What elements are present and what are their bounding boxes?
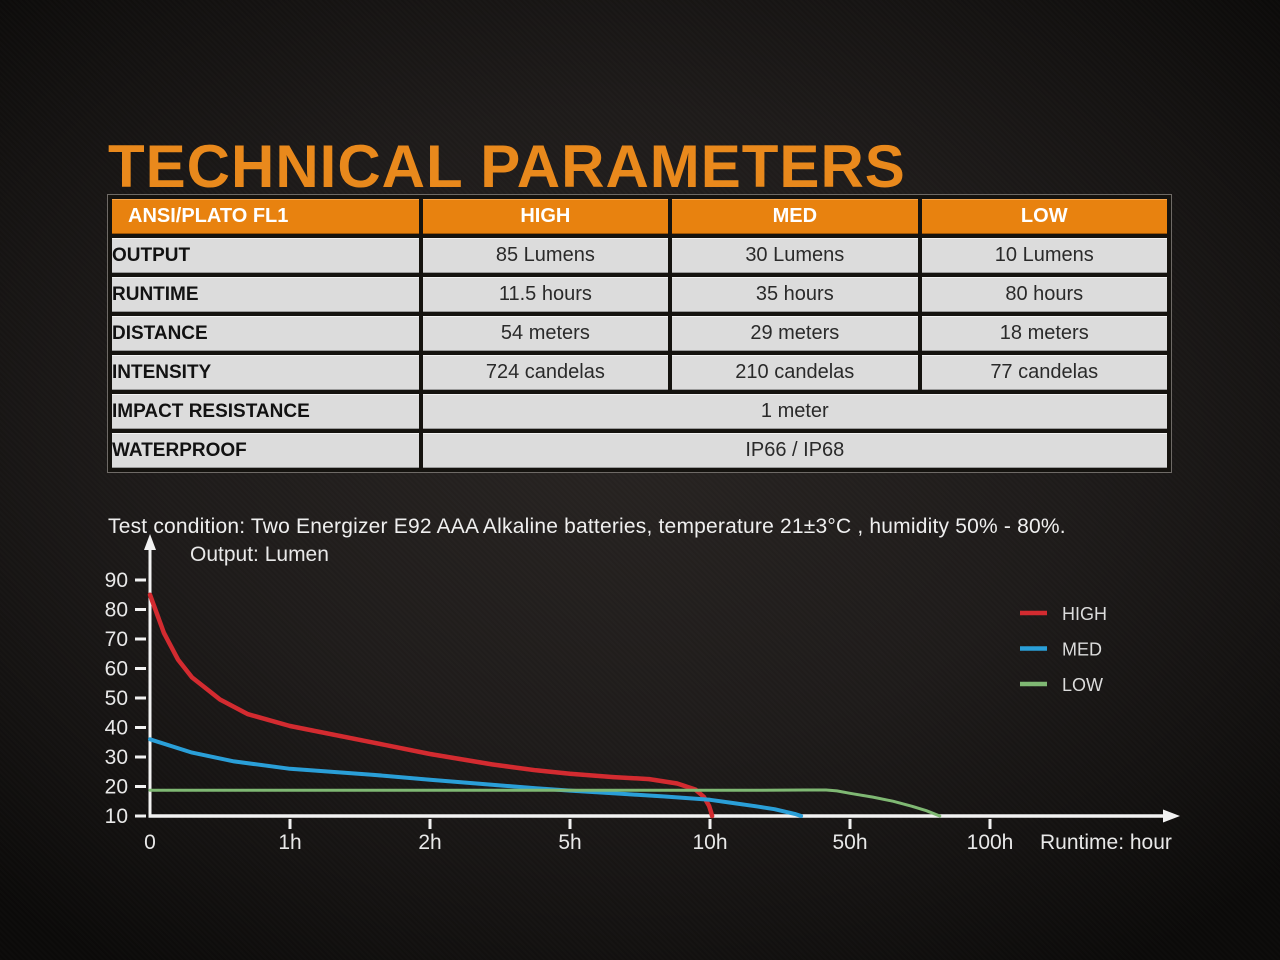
row-label: WATERPROOF [112, 433, 419, 468]
row-label: RUNTIME [112, 277, 419, 312]
y-axis-arrow-icon [144, 534, 156, 550]
legend-label-high: HIGH [1062, 604, 1107, 624]
y-tick-label: 50 [105, 687, 128, 710]
series-curve-low [148, 788, 942, 818]
page-title: TECHNICAL PARAMETERS [108, 133, 906, 201]
y-tick-label: 20 [105, 776, 128, 799]
row-label: DISTANCE [112, 316, 419, 351]
x-tick-label: 100h [967, 831, 1014, 854]
row-value: 80 hours [921, 277, 1167, 312]
row-value: 30 Lumens [672, 238, 918, 273]
y-tick-label: 40 [105, 717, 128, 740]
test-condition-note: Test condition: Two Energizer E92 AAA Al… [108, 515, 1066, 538]
row-label: IMPACT RESISTANCE [112, 394, 419, 429]
row-value: 210 candelas [672, 355, 918, 390]
x-axis-arrow-icon [1163, 809, 1180, 823]
header-cell-mode: LOW [921, 199, 1167, 234]
row-value: 29 meters [672, 316, 918, 351]
row-value: 54 meters [422, 316, 669, 351]
table-row: INTENSITY 724 candelas 210 candelas 77 cand… [112, 355, 1167, 390]
row-label: OUTPUT [112, 238, 419, 273]
header-cell-mode: MED [672, 199, 918, 234]
row-value: 11.5 hours [422, 277, 669, 312]
row-value: 85 Lumens [422, 238, 669, 273]
spec-table-container: ANSI/PLATO FL1 HIGH MED LOW OUTPUT 85 Lumens 3… [107, 194, 1172, 473]
x-tick-label: 2h [418, 831, 441, 854]
row-value: 1 meter [422, 394, 1167, 429]
table-row: OUTPUT 85 Lumens 30 Lumens 10 Lumens [112, 238, 1167, 273]
y-tick-label: 60 [105, 658, 128, 681]
table-row: WATERPROOF IP66 / IP68 [112, 433, 1167, 468]
series-curve-med [148, 737, 804, 818]
row-value: 724 candelas [422, 355, 669, 390]
y-tick-label: 80 [105, 599, 128, 622]
table-row: IMPACT RESISTANCE 1 meter [112, 394, 1167, 429]
spec-table: ANSI/PLATO FL1 HIGH MED LOW OUTPUT 85 Lumens 3… [108, 195, 1171, 472]
y-tick-label: 70 [105, 628, 128, 651]
row-label: INTENSITY [112, 355, 419, 390]
series-curve-high [147, 592, 715, 819]
row-value: 10 Lumens [921, 238, 1167, 273]
x-tick-label: 1h [278, 831, 301, 854]
y-tick-label: 90 [105, 569, 128, 592]
x-tick-label: 10h [692, 831, 727, 854]
chart-title: Output: Lumen [190, 543, 329, 566]
x-tick-label: 50h [832, 831, 867, 854]
row-value: IP66 / IP68 [422, 433, 1167, 468]
x-tick-label: 0 [144, 831, 156, 854]
y-tick-label: 30 [105, 746, 128, 769]
row-value: 77 candelas [921, 355, 1167, 390]
row-value: 18 meters [921, 316, 1167, 351]
legend-label-low: LOW [1062, 675, 1103, 695]
legend-label-med: MED [1062, 640, 1102, 660]
row-value: 35 hours [672, 277, 918, 312]
table-header-row: ANSI/PLATO FL1 HIGH MED LOW [112, 199, 1167, 234]
table-row: DISTANCE 54 meters 29 meters 18 meters [112, 316, 1167, 351]
x-tick-label: 5h [558, 831, 581, 854]
y-tick-label: 10 [105, 805, 128, 828]
x-axis-title: Runtime: hour [1040, 831, 1172, 854]
header-cell-rowgroup: ANSI/PLATO FL1 [112, 199, 419, 234]
header-cell-mode: HIGH [422, 199, 669, 234]
table-row: RUNTIME 11.5 hours 35 hours 80 hours [112, 277, 1167, 312]
